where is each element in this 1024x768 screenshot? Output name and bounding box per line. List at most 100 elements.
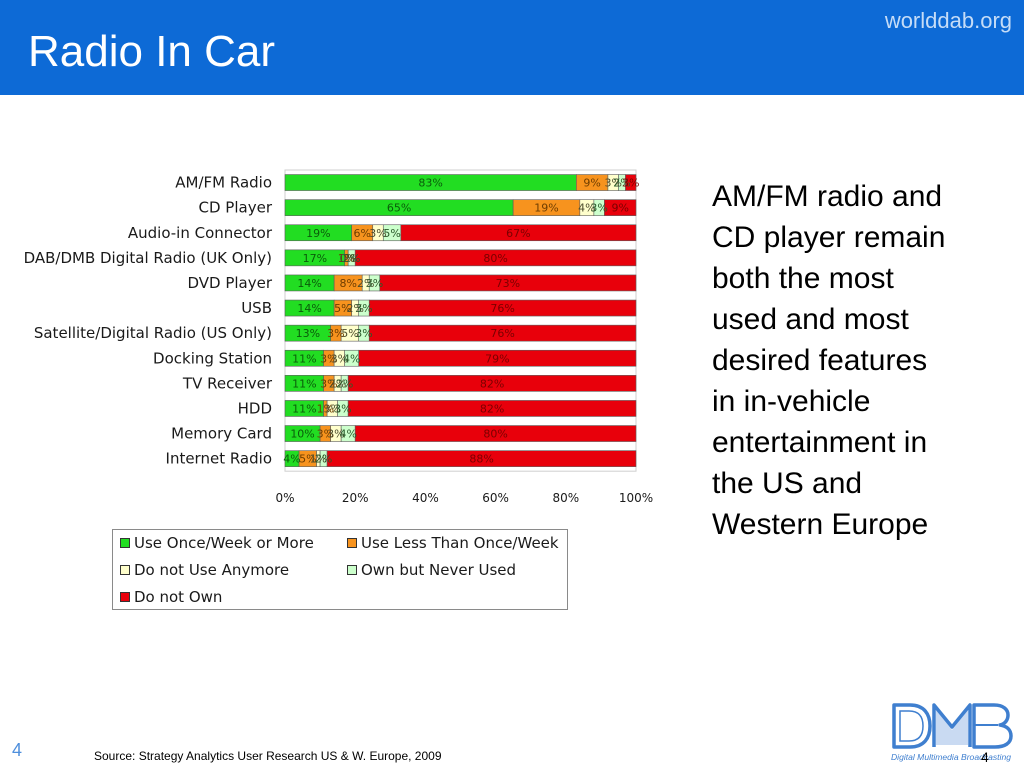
slide-number-logo: 4 (981, 749, 989, 765)
legend-label: Use Less Than Once/Week (361, 534, 559, 552)
data-label: 0% (339, 252, 356, 265)
bar-row: HDD 11% 1%3%3% 82% (238, 400, 637, 418)
data-label: 80% (483, 252, 507, 265)
source-note: Source: Strategy Analytics User Research… (94, 749, 442, 763)
logo-tagline: Digital Multimedia Broadcasting (891, 753, 1012, 762)
data-label: 2% (329, 377, 346, 390)
data-label: 3% (331, 352, 348, 365)
data-label: 1% (310, 453, 327, 466)
bar-row: Satellite/Digital Radio (US Only) 13% 3%5%… (34, 324, 637, 342)
bar-row: AM/FM Radio 83% 9% 3%2%3% (175, 174, 639, 192)
category-label: USB (241, 299, 272, 317)
data-label: 2% (346, 302, 363, 315)
data-label: 1% (317, 403, 334, 416)
bar-segment (604, 199, 637, 216)
legend-label: Own but Never Used (361, 561, 517, 579)
data-label: 3% (320, 377, 337, 390)
data-label: 5% (299, 453, 316, 466)
data-label: 83% (418, 177, 442, 190)
bar-row: Internet Radio 4%5%1%2% 88% (166, 450, 637, 468)
logo-letter-m (932, 703, 972, 747)
legend-swatch (120, 538, 130, 548)
data-label: 3% (622, 177, 639, 190)
data-label: 14% (297, 277, 321, 290)
data-label: 4% (343, 352, 360, 365)
data-label: 65% (387, 202, 411, 215)
data-label: 11% (292, 403, 316, 416)
category-label: HDD (238, 400, 272, 418)
data-label: 19% (306, 227, 330, 240)
plot-area (284, 169, 637, 472)
data-label: 79% (485, 352, 509, 365)
site-url: worlddab.org (884, 8, 1012, 33)
x-tick-label: 40% (412, 491, 439, 505)
category-label: Satellite/Digital Radio (US Only) (34, 324, 272, 342)
legend-swatch (120, 565, 130, 575)
legend-swatch (120, 592, 130, 602)
data-label: 3% (327, 428, 344, 441)
legend-label: Do not Use Anymore (134, 561, 290, 579)
bar-segment (625, 174, 637, 191)
bar-segment (347, 375, 637, 392)
data-label: 3% (317, 428, 334, 441)
x-tick-label: 60% (482, 491, 509, 505)
bar-segment (354, 425, 637, 442)
data-label: 5% (341, 327, 358, 340)
data-label: 5% (383, 227, 400, 240)
bar-row: DVD Player 14% 8% 2%3% 73% (187, 274, 637, 292)
category-label: AM/FM Radio (175, 174, 272, 192)
data-label: 73% (496, 277, 520, 290)
category-label: DAB/DMB Digital Radio (UK Only) (24, 249, 272, 267)
x-tick-label: 20% (342, 491, 369, 505)
data-label: 2% (315, 453, 332, 466)
data-label: 3% (334, 403, 351, 416)
logo-letter-d-inner (899, 710, 924, 742)
dmb-logo: Digital Multimedia Broadcasting (891, 703, 1013, 762)
data-label: 9% (583, 177, 600, 190)
header-bar: Radio In Car worlddab.org (0, 0, 1024, 95)
bar-row: USB 14% 5%2%3% 76% (241, 299, 637, 317)
data-label: 11% (292, 352, 316, 365)
data-label: 2% (357, 277, 374, 290)
category-label: CD Player (199, 199, 273, 217)
slide-number: 4 (12, 740, 23, 760)
x-tick-label: 100% (619, 491, 653, 505)
data-label: 1% (338, 252, 355, 265)
data-label: 17% (303, 252, 327, 265)
data-label: 9% (611, 202, 628, 215)
data-label: 67% (506, 227, 530, 240)
data-label: 82% (480, 403, 504, 416)
category-label: Internet Radio (166, 450, 272, 468)
bar-segment (326, 450, 637, 467)
data-label: 3% (590, 202, 607, 215)
x-tick-label: 80% (552, 491, 579, 505)
data-label: 13% (296, 327, 320, 340)
data-label: 8% (339, 277, 356, 290)
data-label: 3% (355, 302, 372, 315)
data-label: 3% (366, 277, 383, 290)
stacked-bar-chart: AM/FM Radio 83% 9% 3%2%3%CD Player 65% 19% 4%3… (24, 169, 653, 505)
data-label: 82% (480, 377, 504, 390)
category-label: DVD Player (187, 274, 272, 292)
data-label: 14% (297, 302, 321, 315)
bar-row: TV Receiver 11% 3%2%2% 82% (182, 374, 637, 392)
bar-row: Memory Card 10% 3%3%4% 80% (171, 425, 637, 443)
bar-row: Docking Station 11% 3%3%4% 79% (153, 349, 637, 367)
data-label: 76% (490, 327, 514, 340)
x-tick-label: 0% (275, 491, 294, 505)
data-label: 2% (336, 377, 353, 390)
data-label: 11% (292, 377, 316, 390)
data-label: 3% (369, 227, 386, 240)
data-label: 3% (327, 327, 344, 340)
slide-title: Radio In Car (28, 27, 276, 76)
data-label: 4% (339, 428, 356, 441)
category-label: Memory Card (171, 425, 272, 443)
logo-letter-m-fill (936, 710, 968, 745)
legend-swatch (347, 565, 357, 575)
data-label: 88% (469, 453, 493, 466)
bar-segment (368, 324, 637, 342)
data-label: 5% (334, 302, 351, 315)
bar-segment (379, 274, 637, 292)
data-label: 4% (578, 202, 595, 215)
data-label: 2% (613, 177, 630, 190)
